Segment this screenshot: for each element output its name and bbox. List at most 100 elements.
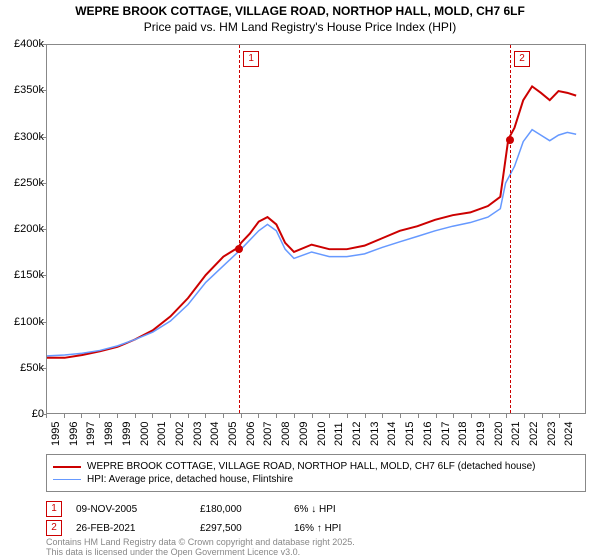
x-tick-label: 2011 bbox=[333, 422, 345, 446]
sale-point-badge-2: 2 bbox=[46, 520, 62, 536]
y-tick-mark bbox=[42, 368, 46, 369]
x-tick-label: 2014 bbox=[386, 422, 398, 446]
x-tick-mark bbox=[471, 414, 472, 418]
y-tick-label: £400k bbox=[0, 38, 44, 50]
x-tick-label: 2012 bbox=[351, 422, 363, 446]
sale-point-row-1: 1 09-NOV-2005 £180,000 6% ↓ HPI bbox=[46, 501, 586, 517]
x-tick-label: 2024 bbox=[563, 422, 575, 446]
y-tick-label: £0 bbox=[0, 408, 44, 420]
y-tick-mark bbox=[42, 183, 46, 184]
x-tick-mark bbox=[205, 414, 206, 418]
x-tick-label: 2021 bbox=[510, 422, 522, 446]
y-tick-mark bbox=[42, 229, 46, 230]
price-paid-vline-label: 2 bbox=[514, 51, 530, 67]
y-tick-label: £200k bbox=[0, 223, 44, 235]
x-tick-mark bbox=[241, 414, 242, 418]
x-tick-mark bbox=[117, 414, 118, 418]
x-tick-mark bbox=[294, 414, 295, 418]
price-paid-vline-label: 1 bbox=[243, 51, 259, 67]
x-tick-mark bbox=[382, 414, 383, 418]
x-tick-label: 2019 bbox=[475, 422, 487, 446]
x-tick-label: 1996 bbox=[68, 422, 80, 446]
sale-point-delta-2: 16% ↑ HPI bbox=[294, 523, 404, 534]
x-tick-mark bbox=[64, 414, 65, 418]
x-tick-label: 2016 bbox=[422, 422, 434, 446]
x-tick-mark bbox=[99, 414, 100, 418]
y-tick-label: £300k bbox=[0, 131, 44, 143]
x-tick-mark bbox=[453, 414, 454, 418]
legend-label-hpi: HPI: Average price, detached house, Flin… bbox=[87, 474, 293, 485]
legend-swatch-price-paid bbox=[53, 466, 81, 468]
sale-point-price-2: £297,500 bbox=[200, 523, 280, 534]
x-tick-mark bbox=[329, 414, 330, 418]
x-tick-label: 2005 bbox=[227, 422, 239, 446]
y-tick-label: £150k bbox=[0, 269, 44, 281]
x-tick-label: 2007 bbox=[262, 422, 274, 446]
x-tick-mark bbox=[436, 414, 437, 418]
x-tick-mark bbox=[81, 414, 82, 418]
x-tick-mark bbox=[188, 414, 189, 418]
x-tick-mark bbox=[258, 414, 259, 418]
sale-point-row-2: 2 26-FEB-2021 £297,500 16% ↑ HPI bbox=[46, 520, 586, 536]
x-tick-mark bbox=[276, 414, 277, 418]
y-tick-mark bbox=[42, 137, 46, 138]
legend-item-hpi: HPI: Average price, detached house, Flin… bbox=[53, 474, 579, 485]
y-tick-label: £100k bbox=[0, 316, 44, 328]
x-tick-mark bbox=[135, 414, 136, 418]
sale-point-delta-1: 6% ↓ HPI bbox=[294, 504, 404, 515]
title-line-2: Price paid vs. HM Land Registry's House … bbox=[0, 20, 600, 36]
x-tick-label: 2009 bbox=[298, 422, 310, 446]
chart-title: WEPRE BROOK COTTAGE, VILLAGE ROAD, NORTH… bbox=[0, 0, 600, 35]
series-line-hpi bbox=[47, 130, 576, 356]
sale-point-date-2: 26-FEB-2021 bbox=[76, 523, 186, 534]
x-tick-label: 1999 bbox=[121, 422, 133, 446]
x-tick-label: 2006 bbox=[245, 422, 257, 446]
x-tick-mark bbox=[542, 414, 543, 418]
x-tick-mark bbox=[312, 414, 313, 418]
chart-lines-svg bbox=[47, 45, 585, 413]
x-tick-mark bbox=[506, 414, 507, 418]
x-tick-label: 2001 bbox=[156, 422, 168, 446]
x-tick-label: 2000 bbox=[139, 422, 151, 446]
price-paid-marker bbox=[506, 136, 514, 144]
x-tick-label: 2008 bbox=[280, 422, 292, 446]
sale-point-badge-1: 1 bbox=[46, 501, 62, 517]
x-tick-mark bbox=[347, 414, 348, 418]
x-tick-mark bbox=[489, 414, 490, 418]
x-tick-mark bbox=[559, 414, 560, 418]
sale-point-date-1: 09-NOV-2005 bbox=[76, 504, 186, 515]
x-tick-mark bbox=[152, 414, 153, 418]
title-line-1: WEPRE BROOK COTTAGE, VILLAGE ROAD, NORTH… bbox=[0, 4, 600, 20]
x-tick-mark bbox=[418, 414, 419, 418]
sale-points-table: 1 09-NOV-2005 £180,000 6% ↓ HPI 2 26-FEB… bbox=[46, 498, 586, 539]
series-line-price_paid bbox=[47, 86, 576, 357]
y-tick-mark bbox=[42, 275, 46, 276]
x-tick-label: 1997 bbox=[85, 422, 97, 446]
x-tick-label: 2003 bbox=[192, 422, 204, 446]
x-tick-label: 2015 bbox=[404, 422, 416, 446]
price-paid-marker bbox=[235, 245, 243, 253]
x-tick-label: 2010 bbox=[316, 422, 328, 446]
y-tick-label: £250k bbox=[0, 177, 44, 189]
legend-swatch-hpi bbox=[53, 479, 81, 480]
x-tick-label: 2023 bbox=[546, 422, 558, 446]
x-tick-label: 2004 bbox=[209, 422, 221, 446]
x-tick-mark bbox=[400, 414, 401, 418]
x-tick-label: 2002 bbox=[174, 422, 186, 446]
x-tick-label: 2018 bbox=[457, 422, 469, 446]
x-tick-label: 1998 bbox=[103, 422, 115, 446]
price-paid-vline bbox=[239, 45, 240, 413]
x-tick-label: 2020 bbox=[493, 422, 505, 446]
y-tick-mark bbox=[42, 44, 46, 45]
x-tick-label: 2013 bbox=[369, 422, 381, 446]
x-tick-mark bbox=[365, 414, 366, 418]
legend-item-price-paid: WEPRE BROOK COTTAGE, VILLAGE ROAD, NORTH… bbox=[53, 461, 579, 472]
x-tick-label: 2022 bbox=[528, 422, 540, 446]
chart-plot-area: 12 bbox=[46, 44, 586, 414]
legend-label-price-paid: WEPRE BROOK COTTAGE, VILLAGE ROAD, NORTH… bbox=[87, 461, 535, 472]
x-tick-label: 1995 bbox=[50, 422, 62, 446]
sale-point-price-1: £180,000 bbox=[200, 504, 280, 515]
legend: WEPRE BROOK COTTAGE, VILLAGE ROAD, NORTH… bbox=[46, 454, 586, 492]
x-tick-mark bbox=[46, 414, 47, 418]
y-tick-label: £350k bbox=[0, 84, 44, 96]
